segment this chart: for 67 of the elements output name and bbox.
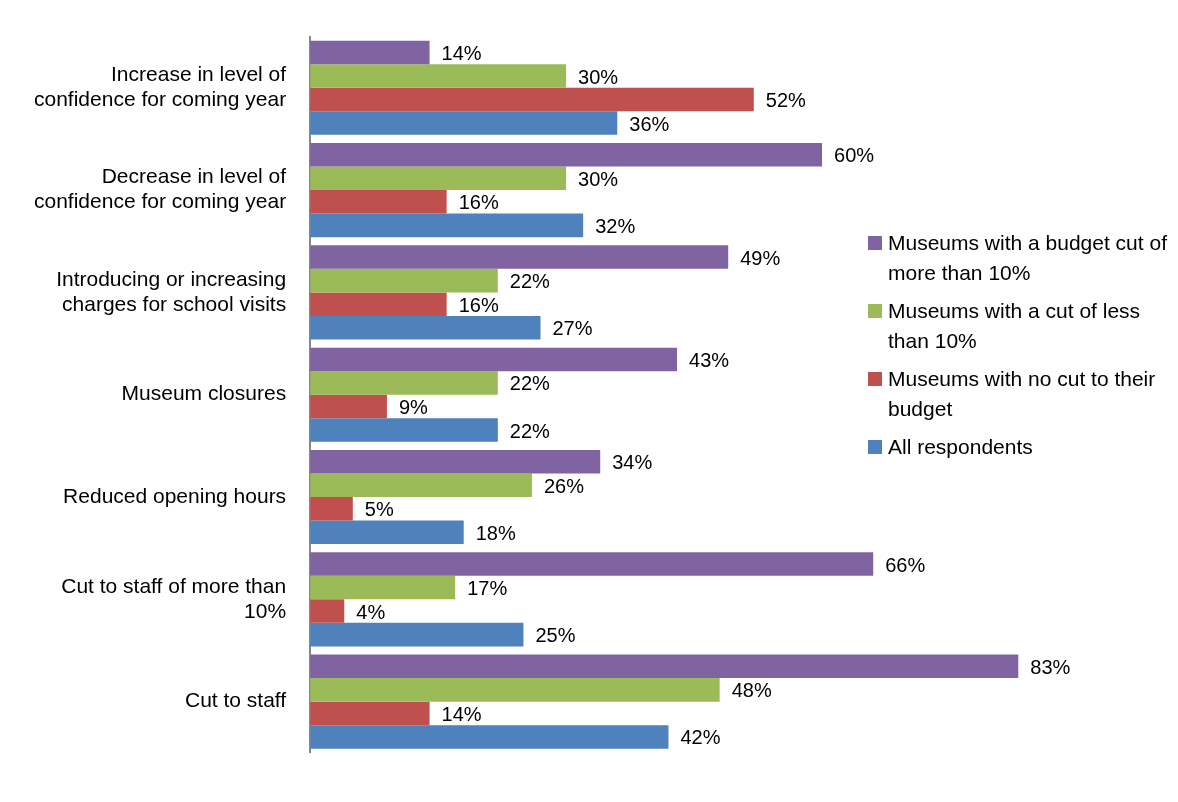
data-label: 25% bbox=[535, 624, 576, 647]
data-label: 43% bbox=[689, 348, 730, 371]
bar bbox=[310, 371, 498, 395]
y-tick-label: Decrease in level of confidence for coming year bbox=[33, 164, 287, 213]
data-label: 22% bbox=[509, 372, 551, 395]
data-label: 17% bbox=[467, 577, 508, 600]
data-label: 49% bbox=[740, 246, 781, 269]
data-label: 16% bbox=[458, 293, 499, 316]
bar bbox=[310, 449, 601, 474]
data-label: 5% bbox=[364, 498, 394, 521]
bar bbox=[310, 552, 874, 576]
bar bbox=[310, 473, 532, 498]
bar bbox=[310, 87, 754, 112]
bar bbox=[310, 701, 430, 726]
data-label: 83% bbox=[1030, 655, 1071, 678]
bar bbox=[310, 725, 669, 749]
bar bbox=[310, 520, 464, 545]
data-label: 18% bbox=[475, 521, 516, 544]
bar bbox=[310, 347, 677, 372]
data-label: 66% bbox=[885, 553, 926, 576]
data-label: 4% bbox=[356, 600, 386, 623]
bar bbox=[310, 213, 584, 238]
data-label: 30% bbox=[578, 167, 619, 190]
bar bbox=[310, 64, 567, 88]
y-tick-label: Increase in level of confidence for coming year bbox=[33, 61, 287, 111]
bar bbox=[310, 678, 720, 702]
data-label: 60% bbox=[834, 144, 875, 167]
data-label: 52% bbox=[765, 89, 807, 112]
data-label: 14% bbox=[441, 41, 482, 64]
data-label: 26% bbox=[543, 474, 585, 497]
bar bbox=[310, 268, 498, 293]
data-label: 9% bbox=[398, 395, 429, 418]
data-label: 16% bbox=[458, 191, 499, 214]
data-label: 48% bbox=[731, 679, 772, 702]
y-tick-label: Cut to staff bbox=[184, 688, 287, 712]
bar bbox=[310, 394, 387, 419]
data-label: 34% bbox=[612, 451, 653, 474]
bar bbox=[310, 111, 618, 135]
data-label: 32% bbox=[595, 214, 636, 237]
bar bbox=[310, 166, 567, 191]
data-label: 22% bbox=[509, 419, 551, 442]
data-label: 42% bbox=[680, 726, 721, 749]
bar bbox=[310, 575, 456, 600]
bar bbox=[310, 143, 823, 167]
bar bbox=[310, 599, 345, 623]
legend-label: Museums with a cut of less than 10% bbox=[888, 298, 1142, 354]
bar bbox=[310, 622, 524, 647]
y-tick-label: Museum closures bbox=[121, 381, 287, 405]
bar bbox=[310, 190, 447, 214]
bar bbox=[310, 315, 541, 340]
legend-label: Museums with no cut to their budget bbox=[888, 366, 1157, 422]
data-label: 22% bbox=[509, 270, 551, 293]
legend-label: Museums with a budget cut of more than 10% bbox=[888, 230, 1168, 286]
y-tick-label: Reduced opening hours bbox=[63, 483, 287, 507]
data-label: 27% bbox=[552, 317, 593, 340]
bar bbox=[310, 418, 498, 442]
bar bbox=[310, 292, 447, 316]
bar bbox=[310, 654, 1019, 679]
y-tick-label: Cut to staff of more than 10% bbox=[61, 573, 287, 622]
data-label: 14% bbox=[441, 702, 482, 725]
bar bbox=[310, 40, 430, 65]
data-label: 30% bbox=[578, 65, 619, 88]
data-label: 36% bbox=[629, 112, 670, 135]
bar bbox=[310, 245, 729, 269]
legend-label: All respondents bbox=[888, 434, 1033, 460]
bar bbox=[310, 497, 353, 521]
y-tick-label: Introducing or increasing charges for school visits bbox=[56, 266, 287, 315]
